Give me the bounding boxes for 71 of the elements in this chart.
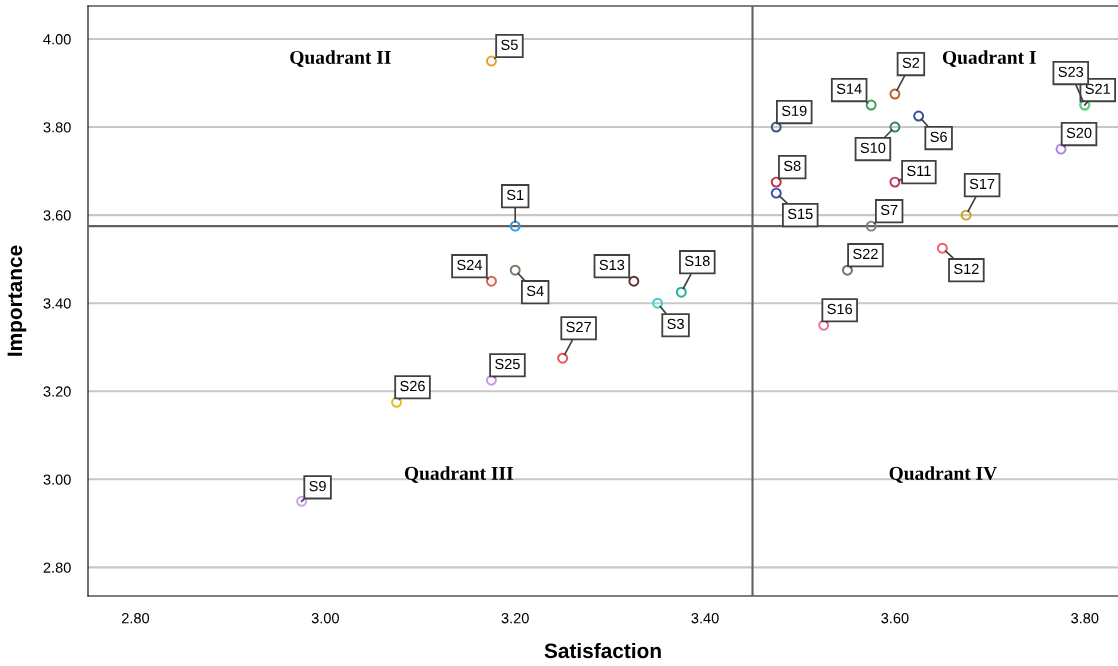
x-tick-label: 3.80 bbox=[1071, 613, 1099, 624]
x-tick-label: 3.20 bbox=[501, 613, 529, 624]
annotation: S14 bbox=[836, 83, 862, 94]
annotation: S1 bbox=[506, 189, 524, 201]
annotation: S3 bbox=[667, 318, 684, 330]
point bbox=[960, 209, 972, 221]
annotation: S17 bbox=[969, 178, 995, 190]
point bbox=[770, 121, 782, 133]
annotation: S23 bbox=[1058, 66, 1084, 77]
point bbox=[628, 275, 640, 287]
point bbox=[841, 264, 853, 276]
point bbox=[557, 352, 569, 364]
point bbox=[509, 220, 521, 232]
point bbox=[1055, 143, 1067, 155]
point bbox=[652, 297, 664, 309]
annotation: S12 bbox=[954, 263, 979, 275]
annotation: S9 bbox=[309, 480, 326, 492]
point bbox=[770, 176, 782, 188]
y-tick-label: 3.60 bbox=[43, 210, 71, 221]
annotation: S6 bbox=[930, 131, 947, 142]
annotation: S25 bbox=[495, 358, 520, 370]
y-tick-label: 2.80 bbox=[43, 562, 71, 573]
point bbox=[889, 88, 901, 100]
annotation: S13 bbox=[599, 259, 625, 271]
y-tick-label: 3.40 bbox=[43, 298, 71, 309]
y-tick-label: 3.20 bbox=[43, 386, 71, 397]
point bbox=[865, 220, 877, 232]
point bbox=[675, 286, 687, 298]
annotation: S20 bbox=[1066, 127, 1092, 139]
annotation: S24 bbox=[457, 259, 482, 271]
point bbox=[818, 319, 830, 331]
annotation: S19 bbox=[781, 105, 807, 116]
point bbox=[296, 495, 308, 507]
y-tick-label: 3.80 bbox=[43, 122, 71, 133]
y-tick-label: 3.00 bbox=[43, 474, 71, 485]
point bbox=[485, 55, 497, 67]
annotation: S22 bbox=[853, 248, 878, 260]
annotation: Quadrant I bbox=[942, 50, 1036, 67]
x-tick-label: 3.40 bbox=[691, 613, 719, 624]
annotation: S27 bbox=[566, 321, 591, 333]
annotation: S10 bbox=[860, 142, 886, 153]
y-tick-label: 4.00 bbox=[43, 34, 71, 45]
annotation: Quadrant IV bbox=[889, 466, 997, 483]
point bbox=[936, 242, 948, 254]
annotation: S11 bbox=[907, 165, 931, 177]
point bbox=[913, 110, 925, 122]
annotation: Quadrant III bbox=[404, 466, 513, 483]
annotation: S18 bbox=[685, 255, 710, 267]
annotation: S7 bbox=[880, 204, 898, 216]
point bbox=[485, 374, 497, 386]
annotation: S4 bbox=[526, 285, 544, 297]
x-tick-label: 2.80 bbox=[122, 613, 150, 624]
x-tick-label: 3.60 bbox=[881, 613, 909, 624]
y-axis-title: Importance bbox=[7, 245, 27, 356]
point bbox=[770, 187, 782, 199]
point bbox=[391, 396, 402, 408]
annotation: Quadrant II bbox=[290, 50, 391, 67]
annotation: S26 bbox=[400, 380, 425, 392]
point bbox=[889, 176, 901, 188]
x-axis-title: Satisfaction bbox=[544, 642, 661, 659]
point bbox=[485, 275, 497, 287]
annotation: S2 bbox=[902, 57, 920, 68]
point bbox=[889, 121, 901, 133]
annotation: S5 bbox=[501, 39, 518, 50]
annotation: S21 bbox=[1085, 83, 1111, 94]
point bbox=[865, 99, 877, 111]
annotation: S16 bbox=[827, 303, 853, 315]
x-tick-label: 3.00 bbox=[311, 613, 339, 624]
annotation: S15 bbox=[787, 208, 813, 220]
point bbox=[509, 264, 521, 276]
annotation: S8 bbox=[783, 160, 801, 172]
